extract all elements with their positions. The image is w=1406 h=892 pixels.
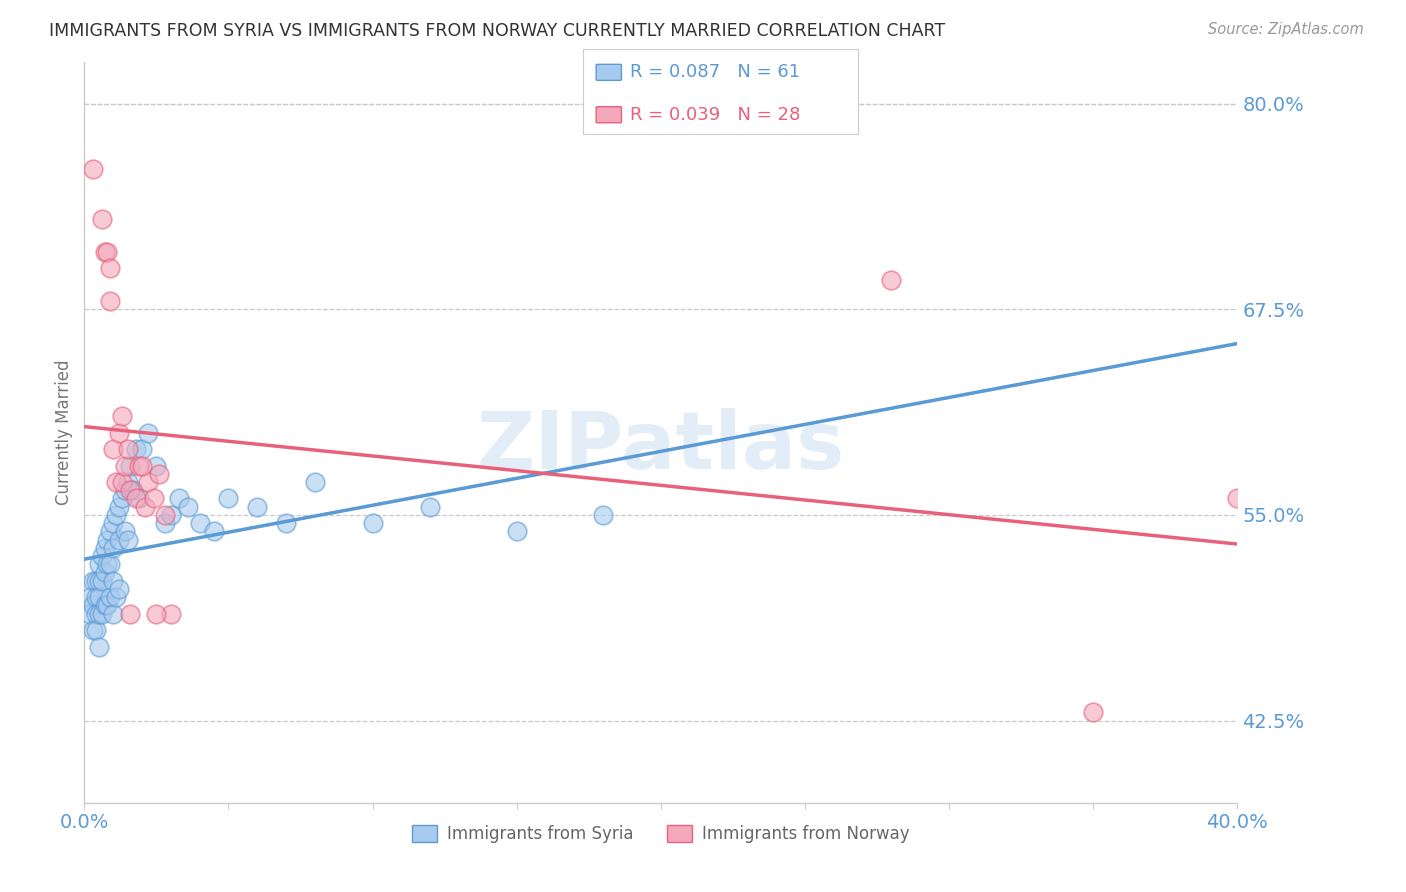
Point — [79, 590, 101, 604]
Point — [96, 533, 118, 547]
Point — [98, 590, 121, 604]
Text: ZIPatlas: ZIPatlas — [477, 409, 845, 486]
Point — [103, 516, 124, 530]
Point — [880, 272, 903, 286]
Point — [122, 483, 145, 498]
Point — [82, 574, 104, 588]
Point — [136, 425, 159, 440]
Point — [145, 607, 167, 621]
Point — [87, 640, 110, 654]
Point — [108, 533, 131, 547]
Text: Source: ZipAtlas.com: Source: ZipAtlas.com — [1208, 22, 1364, 37]
Point — [117, 475, 139, 489]
Point — [96, 558, 118, 572]
Point — [160, 607, 183, 621]
Point — [592, 508, 614, 522]
Point — [117, 442, 139, 456]
Point — [82, 162, 104, 177]
Point — [1226, 491, 1249, 506]
Point — [93, 541, 115, 555]
Point — [93, 566, 115, 580]
Point — [114, 524, 136, 539]
Point — [131, 442, 153, 456]
Point — [111, 491, 134, 506]
Point — [114, 458, 136, 473]
Point — [148, 467, 170, 481]
Point — [136, 475, 159, 489]
Point — [84, 590, 107, 604]
Point — [361, 516, 384, 530]
Point — [93, 244, 115, 259]
Point — [108, 425, 131, 440]
Point — [98, 558, 121, 572]
Point — [87, 558, 110, 572]
Point — [90, 549, 112, 563]
Point — [82, 623, 104, 637]
Point — [125, 491, 148, 506]
Point — [105, 475, 128, 489]
Point — [246, 500, 269, 514]
Point — [90, 574, 112, 588]
Point — [419, 500, 441, 514]
Point — [177, 500, 200, 514]
Y-axis label: Currently Married: Currently Married — [55, 359, 73, 506]
Point — [96, 599, 118, 613]
Point — [98, 293, 121, 308]
Point — [145, 458, 167, 473]
Point — [90, 607, 112, 621]
Point — [153, 516, 176, 530]
Point — [120, 458, 142, 473]
Point — [128, 491, 150, 506]
Point — [111, 475, 134, 489]
Point — [87, 574, 110, 588]
Point — [87, 590, 110, 604]
Text: IMMIGRANTS FROM SYRIA VS IMMIGRANTS FROM NORWAY CURRENTLY MARRIED CORRELATION CH: IMMIGRANTS FROM SYRIA VS IMMIGRANTS FROM… — [49, 22, 945, 40]
Point — [96, 244, 118, 259]
Point — [117, 533, 139, 547]
Point — [120, 483, 142, 498]
Point — [142, 491, 165, 506]
Point — [114, 483, 136, 498]
Point — [84, 574, 107, 588]
Point — [120, 607, 142, 621]
Point — [276, 516, 298, 530]
Point — [218, 491, 240, 506]
Point — [304, 475, 326, 489]
Text: R = 0.087   N = 61: R = 0.087 N = 61 — [630, 63, 800, 81]
Point — [188, 516, 211, 530]
Point — [105, 508, 128, 522]
Point — [153, 508, 176, 522]
Point — [506, 524, 529, 539]
Point — [98, 261, 121, 276]
Point — [103, 574, 124, 588]
Point — [79, 607, 101, 621]
Point — [108, 500, 131, 514]
Point — [103, 607, 124, 621]
Text: R = 0.039   N = 28: R = 0.039 N = 28 — [630, 106, 800, 124]
Point — [134, 500, 156, 514]
Point — [103, 442, 124, 456]
Point — [84, 623, 107, 637]
Point — [125, 442, 148, 456]
Point — [105, 590, 128, 604]
Point — [128, 458, 150, 473]
Point — [108, 582, 131, 596]
Point — [87, 607, 110, 621]
Point — [202, 524, 225, 539]
Point — [131, 458, 153, 473]
Point — [160, 508, 183, 522]
Point — [93, 599, 115, 613]
Point — [98, 524, 121, 539]
Point — [84, 607, 107, 621]
Point — [169, 491, 191, 506]
Legend: Immigrants from Syria, Immigrants from Norway: Immigrants from Syria, Immigrants from N… — [405, 819, 917, 850]
Point — [1083, 706, 1105, 720]
Point — [103, 541, 124, 555]
Point — [111, 409, 134, 424]
Point — [82, 599, 104, 613]
Point — [90, 211, 112, 226]
